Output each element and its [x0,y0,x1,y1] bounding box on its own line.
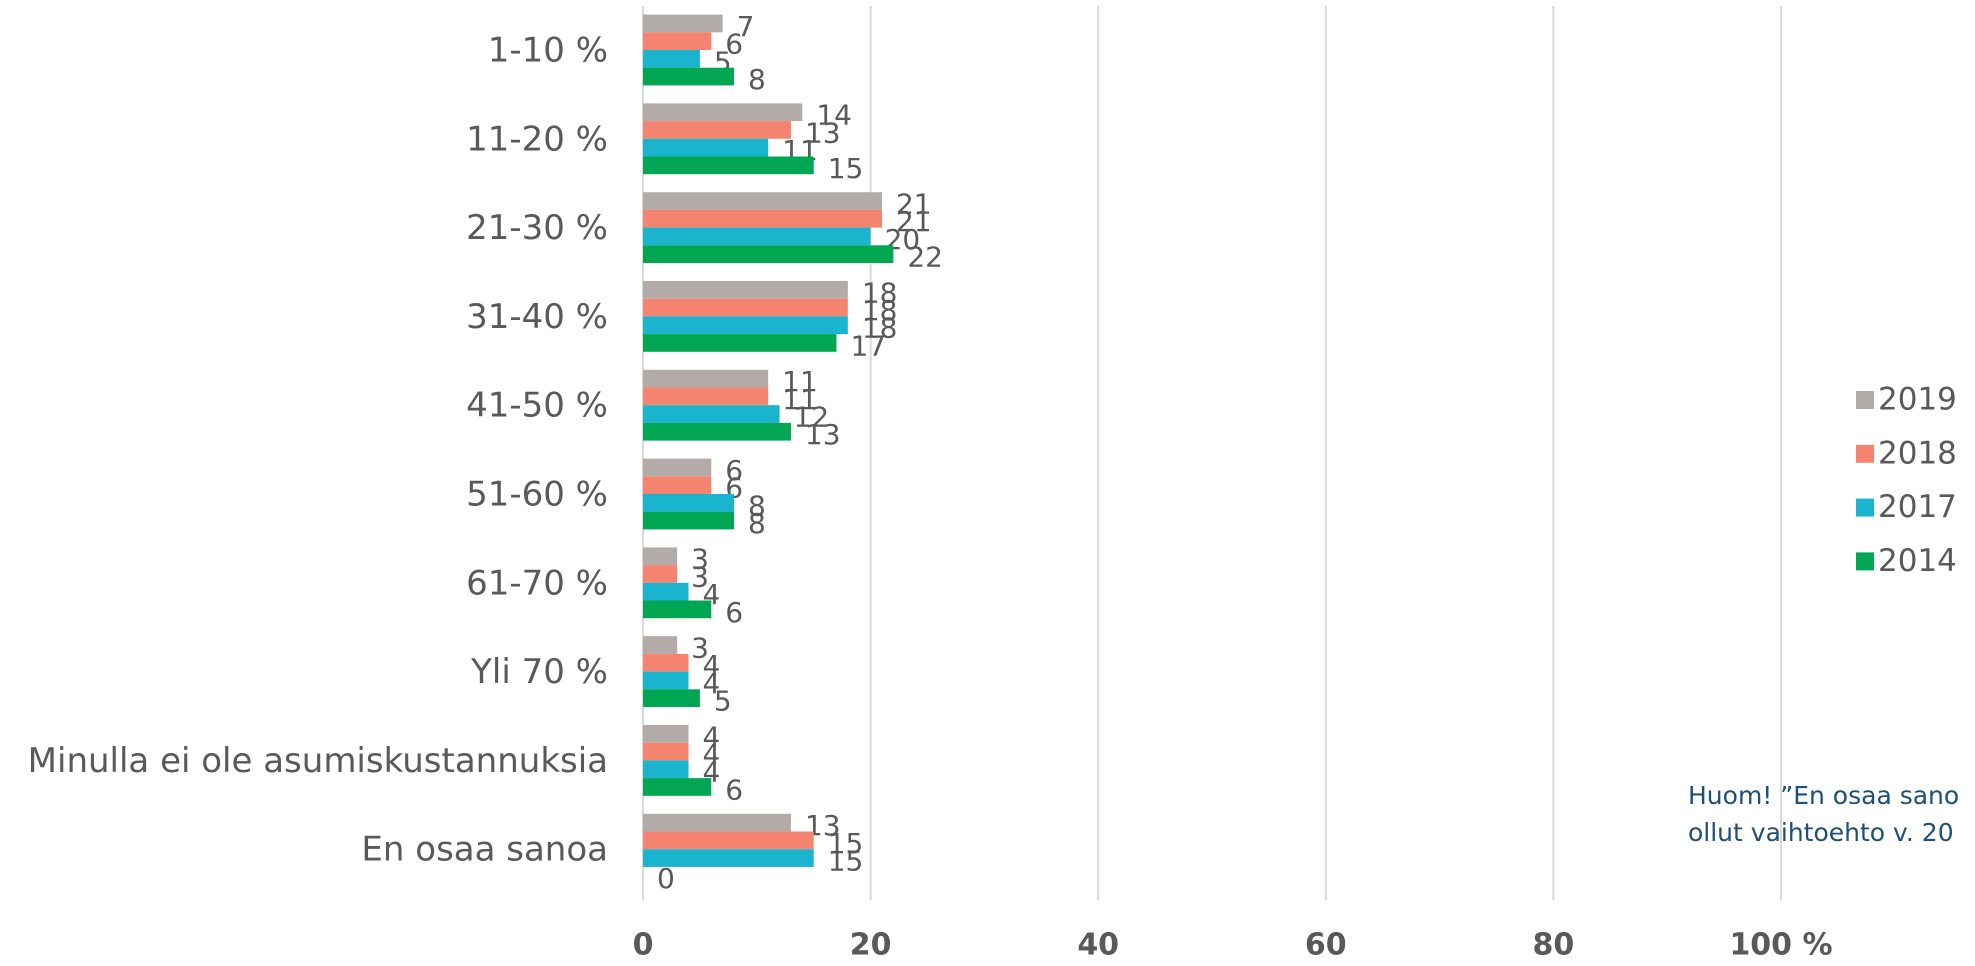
annotation: Huom! ”En osaa sano [1688,781,1959,810]
legend-label: 2017 [1878,489,1957,525]
data-label: 5 [714,685,732,718]
data-label: 8 [748,507,766,540]
data-label: 13 [805,418,841,451]
y-tick-label: 11-20 % [466,119,608,159]
bar [643,653,689,672]
bar [643,582,689,601]
x-tick-label: 100 % [1729,928,1832,963]
y-tick-label: Minulla ei ole asumiskustannuksia [28,741,608,781]
data-label: 21 [896,187,932,220]
bar [643,50,700,68]
y-tick-label: 1-10 % [488,31,608,71]
y-tick-label: 51-60 % [466,475,608,515]
y-tick-label: 41-50 % [466,386,608,426]
data-label: 7 [737,10,755,43]
bar [643,209,882,228]
bar [643,121,791,139]
bar [643,369,769,388]
legend-label: 2019 [1878,382,1957,418]
y-tick-label: 61-70 % [466,563,608,603]
data-label: 21 [896,205,932,238]
data-label: 6 [725,28,743,61]
y-tick-label: En osaa sanoa [361,830,608,870]
bar [643,671,689,690]
data-label: 3 [691,543,709,576]
bar [643,227,871,246]
data-label: 15 [828,844,864,877]
bar [643,511,735,530]
data-label: 4 [703,738,721,771]
x-tick-label: 60 [1305,928,1347,963]
annotation: ollut vaihtoehto v. 20 [1688,818,1954,847]
x-tick-label: 40 [1077,928,1119,963]
bar [643,778,712,796]
bar [643,813,791,832]
bar [643,760,689,779]
y-tick-label: 31-40 % [466,297,608,337]
data-label: 6 [725,454,743,487]
legend-swatch [1856,552,1874,571]
data-label: 14 [816,99,852,132]
data-label: 3 [691,560,709,593]
bar [643,831,814,850]
bar [643,476,712,494]
legend-label: 2018 [1878,435,1957,471]
x-tick-label: 80 [1533,928,1575,963]
data-label: 8 [748,63,766,96]
bar [643,565,678,583]
bar [643,422,791,441]
data-label: 18 [862,294,898,327]
data-label: 17 [850,329,886,362]
data-label: 15 [828,152,864,185]
data-label: 0 [657,862,675,895]
data-label: 3 [691,631,709,664]
data-label: 11 [782,383,818,416]
data-label: 15 [828,827,864,860]
bar [643,298,848,317]
bar [643,14,723,33]
bar [643,316,848,335]
bar [643,387,769,406]
bar [643,192,882,210]
data-label: 13 [805,116,841,149]
legend-swatch [1856,444,1874,463]
data-label: 18 [862,276,898,309]
bar [643,156,814,175]
bar [643,689,700,707]
bar [643,405,780,423]
legend-swatch [1856,498,1874,517]
data-label: 4 [703,667,721,700]
bar [643,547,678,566]
bar [643,636,678,654]
bar [643,725,689,743]
data-label: 18 [862,312,898,345]
bar [643,600,712,619]
bar [643,849,814,867]
data-label: 4 [703,720,721,753]
bar [643,494,735,512]
bar [643,32,712,50]
bar [643,103,803,122]
x-tick-label: 20 [850,928,892,963]
bar [643,458,712,477]
bar [643,67,735,86]
bar [643,245,894,263]
bar [643,742,689,761]
data-label: 4 [703,649,721,682]
bar [643,334,837,352]
data-label: 6 [725,773,743,806]
bar [643,138,769,157]
data-label: 6 [725,596,743,629]
data-label: 11 [782,365,818,398]
bar [643,281,848,299]
legend-label: 2014 [1878,543,1957,579]
y-tick-label: 21-30 % [466,208,608,248]
x-tick-label: 0 [633,928,654,963]
data-label: 8 [748,489,766,522]
data-label: 12 [794,400,830,433]
legend-swatch [1856,391,1874,409]
data-label: 22 [907,241,943,274]
y-tick-label: Yli 70 % [470,652,608,692]
